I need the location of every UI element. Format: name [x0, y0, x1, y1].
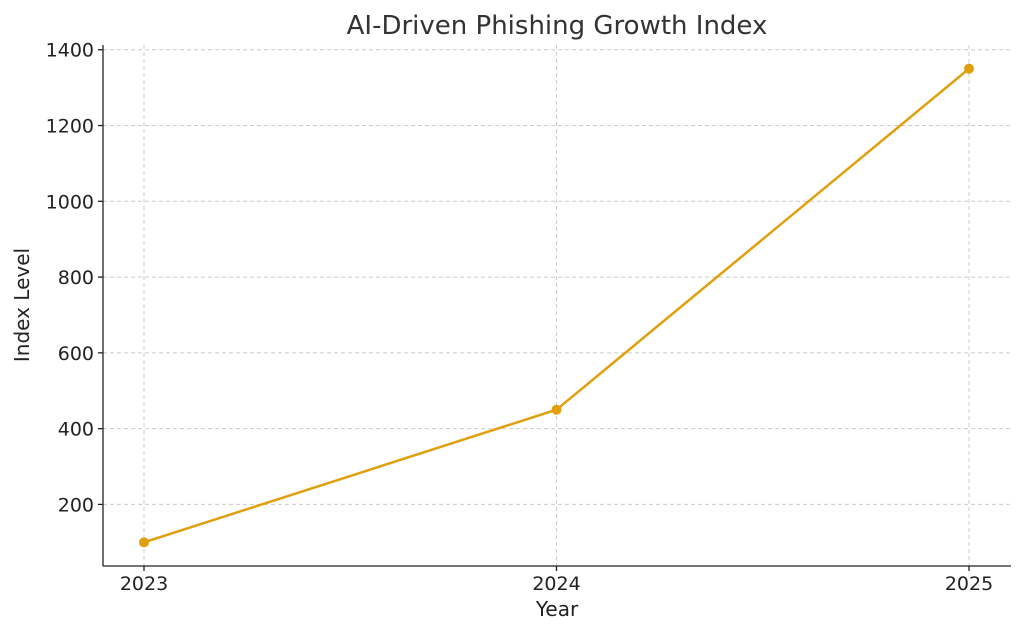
x-ticks: 2023 2024 2025	[120, 566, 993, 595]
x-axis-label: Year	[535, 597, 579, 621]
x-tick-label: 2024	[532, 573, 580, 595]
y-tick-label: 1400	[46, 40, 94, 62]
y-tick-label: 600	[58, 343, 94, 365]
y-tick-label: 200	[58, 494, 94, 516]
data-point	[964, 63, 974, 74]
y-tick-label: 800	[58, 267, 94, 289]
y-tick-label: 400	[58, 419, 94, 441]
x-tick-label: 2023	[120, 573, 168, 595]
series	[139, 63, 974, 548]
y-axis-label: Index Level	[10, 248, 34, 362]
chart-title: AI-Driven Phishing Growth Index	[347, 11, 768, 41]
y-tick-label: 1000	[46, 191, 94, 213]
x-tick-label: 2025	[945, 573, 993, 595]
y-ticks: 200 400 600 800 1000 1200 1400	[46, 40, 103, 516]
data-point	[139, 537, 149, 548]
data-point	[551, 404, 562, 415]
grid-lines	[103, 45, 1011, 566]
y-tick-label: 1200	[46, 116, 94, 138]
